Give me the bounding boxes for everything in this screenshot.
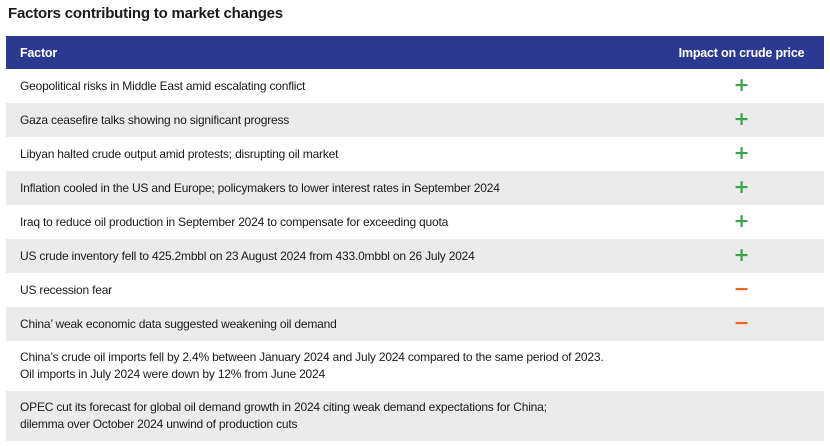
impact-cell: − (659, 273, 824, 307)
table-row: Libyan halted crude output amid protests… (6, 137, 824, 171)
impact-column-header: Impact on crude price (678, 45, 805, 60)
table-header-row: Factor Impact on crude price (6, 36, 824, 69)
plus-icon: + (733, 243, 750, 266)
factors-table: Factor Impact on crude price Geopolitica… (6, 36, 824, 441)
table-row: Iraq to reduce oil production in Septemb… (6, 205, 824, 239)
minus-icon: − (733, 277, 750, 300)
factor-cell: Gaza ceasefire talks showing no signific… (20, 112, 290, 127)
plus-icon: + (733, 107, 750, 130)
factor-cell: OPEC cut its forecast for global oil dem… (6, 391, 659, 441)
factor-cell: Inflation cooled in the US and Europe; p… (20, 180, 500, 195)
plus-icon: + (733, 141, 750, 164)
impact-cell: + (659, 171, 824, 205)
impact-cell: + (659, 205, 824, 239)
factor-cell: US recession fear (20, 282, 112, 297)
table-row: Gaza ceasefire talks showing no signific… (6, 103, 824, 137)
page-title: Factors contributing to market changes (8, 5, 283, 22)
table-row: China’s crude oil imports fell by 2.4% b… (6, 341, 824, 391)
table-row: US crude inventory fell to 425.2mbbl on … (6, 239, 824, 273)
table-row: OPEC cut its forecast for global oil dem… (6, 391, 824, 441)
table-row: US recession fear − (6, 273, 824, 307)
factor-cell: Libyan halted crude output amid protests… (20, 146, 339, 161)
factor-line-2: dilemma over October 2024 unwind of prod… (20, 417, 298, 431)
impact-cell (659, 391, 824, 441)
factor-cell: China’ weak economic data suggested weak… (20, 316, 337, 331)
impact-cell: + (659, 137, 824, 171)
impact-cell: + (659, 103, 824, 137)
impact-cell: − (659, 307, 824, 341)
table-row: Geopolitical risks in Middle East amid e… (6, 69, 824, 103)
factor-line-1: OPEC cut its forecast for global oil dem… (20, 400, 547, 414)
plus-icon: + (733, 175, 750, 198)
minus-icon: − (733, 311, 750, 334)
factor-line-2: Oil imports in July 2024 were down by 12… (20, 367, 325, 381)
factor-line-1: China’s crude oil imports fell by 2.4% b… (20, 350, 604, 364)
factor-cell: Geopolitical risks in Middle East amid e… (20, 78, 306, 93)
table-row: Inflation cooled in the US and Europe; p… (6, 171, 824, 205)
factor-cell: China’s crude oil imports fell by 2.4% b… (6, 341, 659, 391)
impact-cell: + (659, 239, 824, 273)
factor-cell: US crude inventory fell to 425.2mbbl on … (20, 248, 475, 263)
plus-icon: + (733, 73, 750, 96)
table-row: China’ weak economic data suggested weak… (6, 307, 824, 341)
factor-cell: Iraq to reduce oil production in Septemb… (20, 214, 449, 229)
impact-cell: + (659, 69, 824, 103)
factor-column-header: Factor (20, 45, 58, 60)
impact-cell (659, 341, 824, 391)
plus-icon: + (733, 209, 750, 232)
